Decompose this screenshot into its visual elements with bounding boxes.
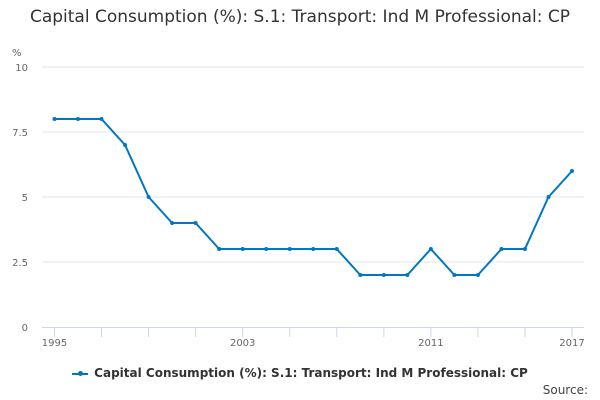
- data-point: [99, 117, 104, 121]
- x-tick-label: 2003: [230, 338, 255, 349]
- data-point: [170, 221, 175, 225]
- data-point: [499, 247, 504, 251]
- y-tick-label: 5: [22, 193, 28, 204]
- data-point: [546, 195, 551, 199]
- data-point: [381, 273, 386, 277]
- data-point: [452, 273, 457, 277]
- data-point: [522, 247, 527, 251]
- x-tick-label: 2017: [559, 338, 584, 349]
- y-tick-label: 10: [15, 63, 28, 74]
- data-point: [264, 247, 269, 251]
- data-point: [570, 169, 574, 173]
- data-point: [358, 273, 363, 277]
- data-point: [193, 221, 198, 225]
- y-tick-label: 2.5: [12, 258, 28, 269]
- legend-line-icon: [72, 371, 89, 376]
- x-tick-label: 1995: [42, 338, 67, 349]
- data-point: [146, 195, 151, 199]
- data-point: [217, 247, 222, 251]
- y-tick-label: 0: [22, 323, 28, 334]
- y-tick-label: 7.5: [12, 128, 28, 139]
- data-point: [52, 117, 57, 121]
- legend-item[interactable]: Capital Consumption (%): S.1: Transport:…: [0, 366, 600, 380]
- x-tick-label: 2011: [418, 338, 443, 349]
- source-label: Source:: [542, 383, 588, 397]
- data-point: [240, 247, 245, 251]
- y-axis-label: %: [12, 48, 22, 59]
- data-point: [428, 247, 433, 251]
- chart-title: Capital Consumption (%): S.1: Transport:…: [29, 7, 571, 27]
- data-point: [287, 247, 292, 251]
- legend-label: Capital Consumption (%): S.1: Transport:…: [94, 366, 528, 380]
- data-point: [311, 247, 316, 251]
- data-point: [475, 273, 480, 277]
- data-point: [334, 247, 339, 251]
- data-point: [405, 273, 410, 277]
- data-point: [123, 143, 128, 147]
- data-point: [76, 117, 81, 121]
